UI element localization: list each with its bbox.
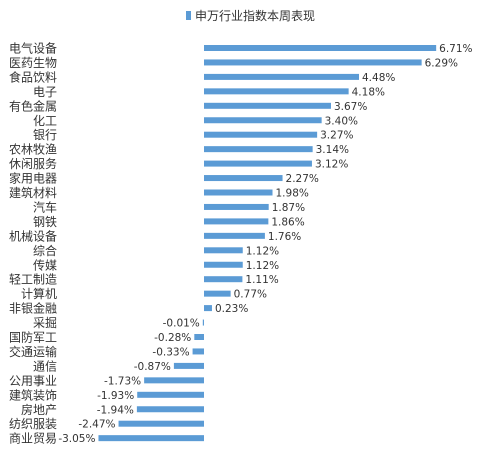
- category-label-18: 计算机: [21, 286, 57, 301]
- category-label-24: 公用事业: [9, 374, 57, 388]
- category-label-15: 综合: [33, 243, 57, 258]
- bar-16: [204, 261, 243, 268]
- value-label-8: 3.14%: [316, 144, 349, 156]
- bar-21: [194, 334, 204, 340]
- value-label-25: -1.93%: [97, 390, 134, 402]
- bars-layer: [98, 45, 437, 442]
- category-label-26: 房地产: [21, 402, 57, 417]
- value-label-15: 1.12%: [246, 245, 279, 257]
- category-label-9: 休闲服务: [9, 156, 57, 171]
- value-label-24: -1.73%: [104, 375, 141, 387]
- bar-12: [204, 203, 269, 210]
- bar-25: [137, 391, 204, 398]
- category-label-28: 商业贸易: [9, 431, 57, 446]
- category-labels: 电气设备医药生物食品饮料电子有色金属化工银行农林牧渔休闲服务家用电器建筑材料汽车…: [9, 41, 57, 446]
- chart-legend: 申万行业指数本周表现: [186, 8, 315, 23]
- category-label-6: 化工: [33, 114, 57, 128]
- value-label-14: 1.76%: [268, 231, 301, 243]
- bar-17: [204, 276, 243, 283]
- value-label-28: -3.05%: [58, 433, 95, 445]
- bar-6: [204, 117, 322, 124]
- bar-20: [202, 319, 204, 326]
- legend-swatch: [186, 11, 191, 20]
- value-label-23: -0.87%: [134, 361, 171, 373]
- value-label-11: 1.98%: [276, 188, 309, 200]
- value-label-3: 4.48%: [362, 72, 395, 84]
- bar-27: [118, 420, 204, 427]
- bar-23: [173, 362, 204, 369]
- category-label-17: 轻工制造: [9, 273, 57, 287]
- category-label-10: 家用电器: [9, 171, 57, 186]
- category-label-27: 纺织服装: [9, 417, 57, 431]
- category-label-14: 机械设备: [9, 228, 57, 243]
- bar-11: [204, 189, 273, 196]
- bar-26: [136, 406, 204, 413]
- category-label-12: 汽车: [33, 199, 57, 214]
- value-label-13: 1.86%: [271, 216, 304, 228]
- bar-4: [204, 88, 349, 95]
- value-label-1: 6.71%: [439, 43, 472, 55]
- bar-22: [192, 348, 204, 355]
- value-label-7: 3.27%: [320, 130, 353, 142]
- category-label-13: 钢铁: [33, 215, 57, 229]
- category-label-8: 农林牧渔: [9, 143, 57, 157]
- category-label-7: 银行: [33, 128, 57, 142]
- value-label-5: 3.67%: [334, 101, 367, 113]
- category-label-2: 医药生物: [9, 56, 57, 70]
- category-label-19: 非银金融: [9, 301, 57, 316]
- value-label-16: 1.12%: [246, 260, 279, 272]
- bar-18: [204, 290, 231, 297]
- value-label-12: 1.87%: [272, 202, 305, 214]
- value-label-2: 6.29%: [425, 57, 458, 69]
- value-label-4: 4.18%: [352, 86, 385, 98]
- category-label-20: 采掘: [33, 315, 57, 330]
- category-label-11: 建筑材料: [9, 185, 57, 200]
- value-label-6: 3.40%: [325, 115, 358, 127]
- bar-13: [204, 218, 269, 225]
- value-label-26: -1.94%: [97, 404, 134, 416]
- category-label-25: 建筑装饰: [9, 387, 57, 402]
- value-label-20: -0.01%: [163, 318, 200, 330]
- bar-14: [204, 232, 265, 239]
- value-label-9: 3.12%: [315, 159, 348, 171]
- bar-3: [204, 73, 360, 80]
- legend-label: 申万行业指数本周表现: [195, 8, 315, 23]
- category-label-22: 交通运输: [9, 344, 57, 359]
- category-label-16: 传媒: [33, 257, 57, 272]
- category-label-4: 电子: [33, 85, 57, 99]
- bar-24: [144, 377, 204, 384]
- value-label-27: -2.47%: [78, 419, 115, 431]
- bar-15: [204, 247, 243, 254]
- category-label-3: 食品饮料: [9, 69, 57, 84]
- category-label-1: 电气设备: [9, 41, 57, 56]
- bar-19: [204, 305, 212, 312]
- value-labels: 6.71% 6.29% 4.48% 4.18% 3.67% 3.40% 3.27% 3.14%…: [58, 43, 472, 445]
- bar-9: [204, 160, 312, 167]
- value-label-18: 0.77%: [234, 289, 267, 301]
- value-label-17: 1.11%: [245, 274, 278, 286]
- bar-8: [204, 146, 313, 153]
- value-label-22: -0.33%: [152, 346, 189, 358]
- value-label-19: 0.23%: [215, 303, 248, 315]
- category-label-23: 通信: [33, 359, 57, 373]
- category-label-5: 有色金属: [9, 98, 57, 113]
- bar-2: [204, 59, 422, 66]
- value-label-10: 2.27%: [286, 173, 319, 185]
- bar-28: [98, 435, 204, 442]
- value-label-21: -0.28%: [154, 332, 191, 344]
- bar-10: [204, 175, 283, 182]
- bar-1: [204, 45, 437, 51]
- bar-5: [204, 102, 331, 109]
- category-label-21: 国防军工: [9, 330, 57, 345]
- bar-7: [204, 131, 318, 138]
